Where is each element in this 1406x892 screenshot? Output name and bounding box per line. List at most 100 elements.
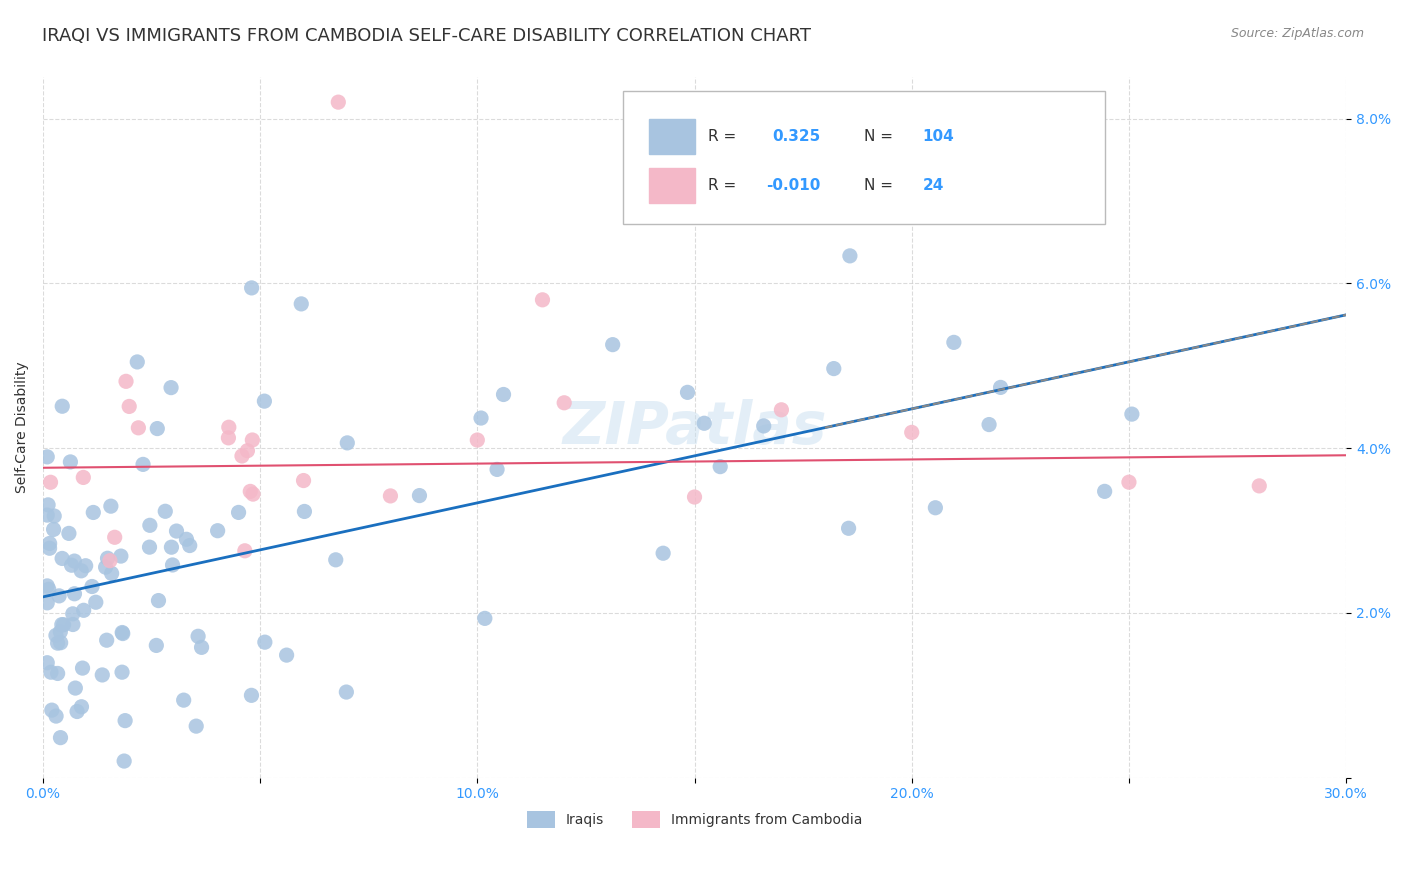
Iraqis [253,394,276,409]
Iraqis [111,626,134,640]
Iraqis [37,656,59,670]
Iraqis [70,564,93,578]
Immigrants from Cambodia [217,431,239,445]
Iraqis [70,699,93,714]
Iraqis [45,709,67,723]
Text: 24: 24 [922,178,943,194]
Immigrants from Cambodia [240,433,263,447]
Iraqis [51,617,73,632]
Iraqis [240,281,263,295]
Text: Source: ZipAtlas.com: Source: ZipAtlas.com [1230,27,1364,40]
Iraqis [49,624,72,639]
Immigrants from Cambodia [115,375,138,389]
Iraqis [492,387,515,401]
Iraqis [49,731,72,745]
Iraqis [148,593,170,607]
Iraqis [173,693,195,707]
Iraqis [942,335,965,350]
Iraqis [179,539,201,553]
Iraqis [80,580,103,594]
Iraqis [924,500,946,515]
Iraqis [240,689,263,703]
Iraqis [176,533,198,547]
Iraqis [46,666,69,681]
Iraqis [94,560,117,574]
Iraqis [990,380,1012,394]
Bar [650,120,695,154]
Iraqis [977,417,1000,432]
Immigrants from Cambodia [242,487,264,501]
Iraqis [66,705,89,719]
Iraqis [709,459,731,474]
Iraqis [72,661,94,675]
Iraqis [693,417,716,431]
Iraqis [44,508,66,523]
Iraqis [63,554,86,568]
Immigrants from Cambodia [465,433,488,447]
Iraqis [160,381,183,395]
Point [531,293,554,307]
Immigrants from Cambodia [218,420,240,434]
Iraqis [190,640,212,655]
Iraqis [84,595,107,609]
Text: -0.010: -0.010 [766,178,821,194]
Iraqis [166,524,188,538]
Immigrants from Cambodia [553,396,575,410]
Immigrants from Cambodia [72,470,94,484]
Immigrants from Cambodia [380,489,402,503]
Iraqis [42,523,65,537]
Iraqis [132,458,155,472]
Iraqis [73,603,96,617]
Text: N =: N = [863,178,898,194]
Immigrants from Cambodia [233,543,256,558]
Iraqis [1094,484,1116,499]
Text: ZIPatlas: ZIPatlas [562,399,827,456]
Immigrants from Cambodia [127,421,149,435]
Iraqis [96,551,118,566]
Iraqis [652,546,675,560]
Iraqis [48,589,70,603]
Y-axis label: Self-Care Disability: Self-Care Disability [15,361,30,493]
Iraqis [139,518,162,533]
Iraqis [39,665,62,680]
Iraqis [82,506,104,520]
Iraqis [290,297,312,311]
Iraqis [100,499,122,513]
Iraqis [145,639,167,653]
Immigrants from Cambodia [1249,479,1271,493]
Iraqis [160,540,183,554]
Iraqis [838,521,860,535]
Iraqis [470,411,492,425]
Iraqis [110,549,132,563]
Iraqis [75,558,97,573]
Immigrants from Cambodia [98,554,121,568]
Text: N =: N = [863,129,898,145]
Text: R =: R = [707,129,741,145]
Iraqis [138,540,160,554]
Iraqis [62,617,84,632]
Immigrants from Cambodia [236,443,259,458]
Iraqis [37,508,59,522]
Iraqis [52,617,75,632]
Iraqis [38,541,60,556]
Iraqis [51,399,73,413]
Text: 104: 104 [922,129,955,145]
Text: IRAQI VS IMMIGRANTS FROM CAMBODIA SELF-CARE DISABILITY CORRELATION CHART: IRAQI VS IMMIGRANTS FROM CAMBODIA SELF-C… [42,27,811,45]
Iraqis [325,553,347,567]
Legend: Iraqis, Immigrants from Cambodia: Iraqis, Immigrants from Cambodia [522,805,868,834]
Iraqis [336,436,359,450]
Immigrants from Cambodia [39,475,62,490]
Immigrants from Cambodia [239,484,262,499]
Iraqis [486,462,509,476]
Iraqis [46,636,69,650]
Iraqis [335,685,357,699]
Iraqis [37,596,59,610]
Iraqis [49,636,72,650]
FancyBboxPatch shape [623,92,1105,225]
Iraqis [602,337,624,351]
Iraqis [752,419,775,434]
Immigrants from Cambodia [1118,475,1140,490]
Iraqis [253,635,276,649]
Point [328,95,350,110]
Immigrants from Cambodia [292,474,315,488]
